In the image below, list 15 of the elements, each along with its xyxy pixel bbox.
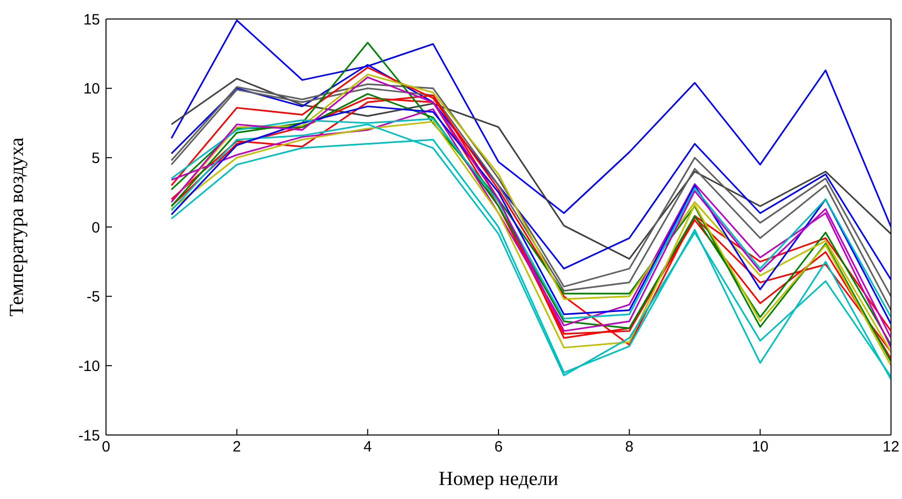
y-tick-label: 5 (92, 150, 100, 167)
y-tick-label: -10 (78, 358, 100, 375)
y-axis-title: Температура воздуха (6, 137, 28, 316)
y-tick-label: -15 (78, 427, 100, 444)
x-tick-label: 12 (882, 438, 900, 456)
x-tick-label: 4 (363, 438, 372, 456)
x-tick-label: 2 (232, 438, 242, 456)
y-tick-label: -5 (86, 288, 100, 306)
y-tick-label: 10 (83, 80, 100, 98)
y-tick-label: 0 (92, 219, 100, 236)
x-tick-label: 8 (625, 438, 634, 456)
x-tick-label: 6 (494, 438, 503, 456)
x-axis-title: Номер недели (438, 468, 559, 490)
y-tick-label: 15 (83, 11, 100, 28)
x-tick-label: 10 (752, 438, 769, 456)
